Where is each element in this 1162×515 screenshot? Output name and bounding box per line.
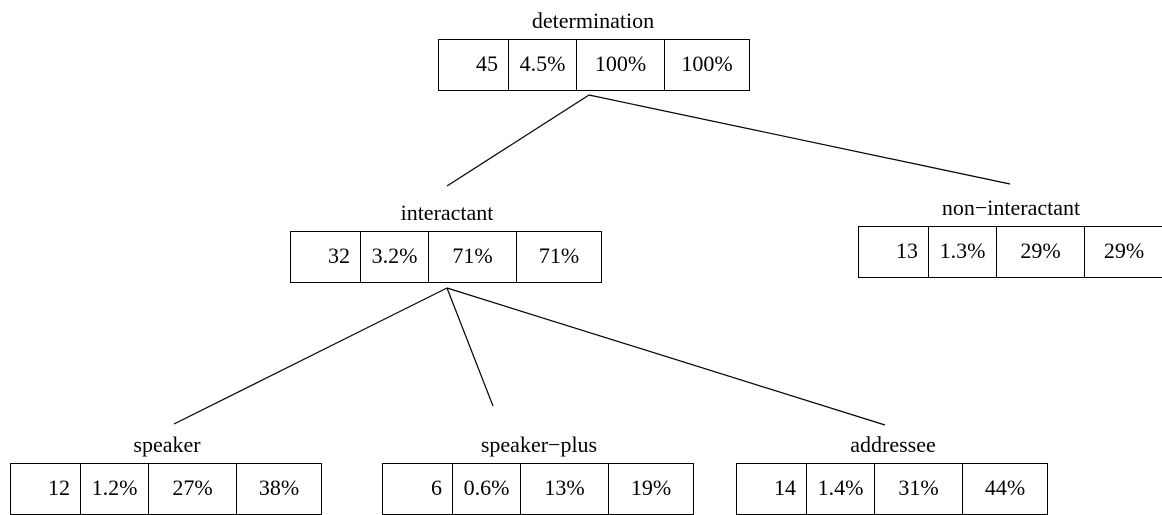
node-label: speaker−plus [480,432,598,457]
count-cell: 6 [383,464,453,514]
count-cell: 32 [291,232,361,282]
percent-cell: 4.5% [509,40,577,90]
percent-cell: 1.3% [929,227,997,277]
node-stats-box: 45 4.5% 100% 100% [438,39,750,91]
edge-interactant-addressee [446,287,886,426]
relative-percent-cell: 100% [577,40,665,90]
count-cell: 12 [11,464,81,514]
node-stats-box: 32 3.2% 71% 71% [290,231,602,283]
node-stats-box: 12 1.2% 27% 38% [10,463,322,515]
cumulative-percent-cell: 38% [258,475,300,500]
percent-cell: 3.2% [361,232,429,282]
relative-percent-cell: 31% [875,464,963,514]
node-label: speaker [133,432,201,457]
edge-determination-non-interactant [588,94,1011,185]
node-label: interactant [400,200,494,225]
node-label: addressee [850,432,936,457]
cumulative-percent-cell: 29% [1103,238,1145,263]
cumulative-percent-cell: 100% [681,51,733,76]
relative-percent-cell: 71% [429,232,517,282]
node-label: determination [531,8,655,33]
count-cell: 13 [859,227,929,277]
edge-determination-interactant [446,94,590,187]
percent-cell: 1.2% [81,464,149,514]
edge-interactant-speaker-plus [446,287,494,407]
percent-cell: 0.6% [453,464,521,514]
percent-cell: 1.4% [807,464,875,514]
node-label: non−interactant [941,195,1081,220]
node-stats-box: 6 0.6% 13% 19% [382,463,694,515]
count-cell: 14 [737,464,807,514]
edge-interactant-speaker [173,287,448,425]
node-stats-box: 13 1.3% 29% 29% [858,226,1162,278]
relative-percent-cell: 27% [149,464,237,514]
relative-percent-cell: 13% [521,464,609,514]
relative-percent-cell: 29% [997,227,1085,277]
cumulative-percent-cell: 71% [538,243,580,268]
node-stats-box: 14 1.4% 31% 44% [736,463,1048,515]
cumulative-percent-cell: 44% [984,475,1026,500]
cumulative-percent-cell: 19% [630,475,672,500]
count-cell: 45 [439,40,509,90]
